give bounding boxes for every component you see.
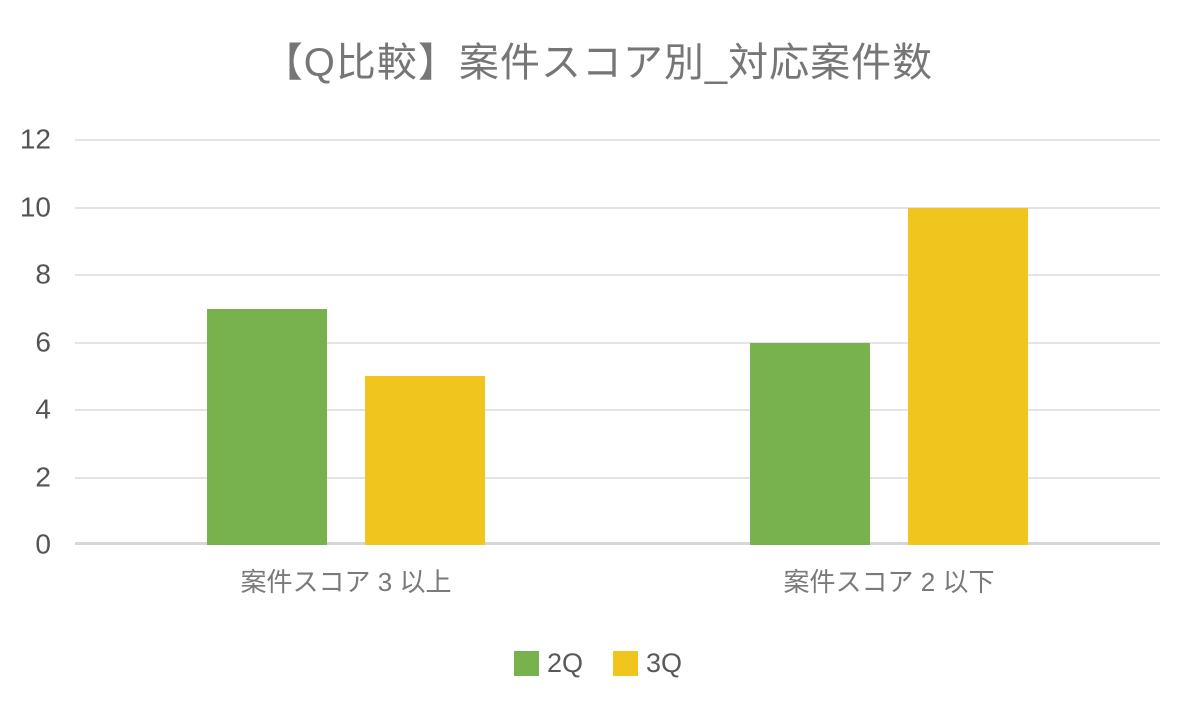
- bar-3q-category-1: [365, 376, 486, 545]
- x-axis-line: [75, 542, 1160, 545]
- y-tick-label-8: 8: [35, 258, 51, 290]
- gridline-10: [75, 206, 1160, 209]
- plot-area: [75, 139, 1160, 545]
- y-tick-label-2: 2: [35, 460, 51, 492]
- category-label-score-2-minus: 案件スコア 2 以下: [783, 567, 995, 597]
- legend-label-3q: 3Q: [646, 648, 683, 678]
- y-axis: 0 2 4 6 8 10 12: [0, 0, 55, 716]
- y-tick-label-0: 0: [35, 528, 51, 560]
- legend-item-3q: 3Q: [613, 648, 682, 679]
- gridline-8: [75, 274, 1160, 276]
- bar-2q-category-2: [749, 342, 870, 545]
- legend-swatch-2q: [513, 651, 539, 676]
- legend-label-2q: 2Q: [546, 648, 583, 678]
- gridline-4: [75, 409, 1160, 411]
- bar-2q-category-1: [207, 308, 328, 545]
- y-tick-label-12: 12: [19, 123, 51, 155]
- y-tick-label-6: 6: [35, 325, 51, 357]
- chart-title: 【Q比較】案件スコア別_対応案件数: [262, 41, 934, 85]
- legend-swatch-3q: [613, 651, 638, 676]
- gridline-12: [75, 139, 1160, 141]
- category-label-score-3-plus: 案件スコア 3 以上: [240, 567, 452, 597]
- legend: 2Q 3Q: [0, 648, 1196, 679]
- gridline-6: [75, 341, 1160, 344]
- bar-3q-category-2: [907, 207, 1028, 545]
- legend-item-2q: 2Q: [513, 648, 583, 679]
- gridline-2: [75, 476, 1160, 479]
- y-tick-label-4: 4: [35, 393, 51, 425]
- y-tick-label-10: 10: [19, 190, 51, 222]
